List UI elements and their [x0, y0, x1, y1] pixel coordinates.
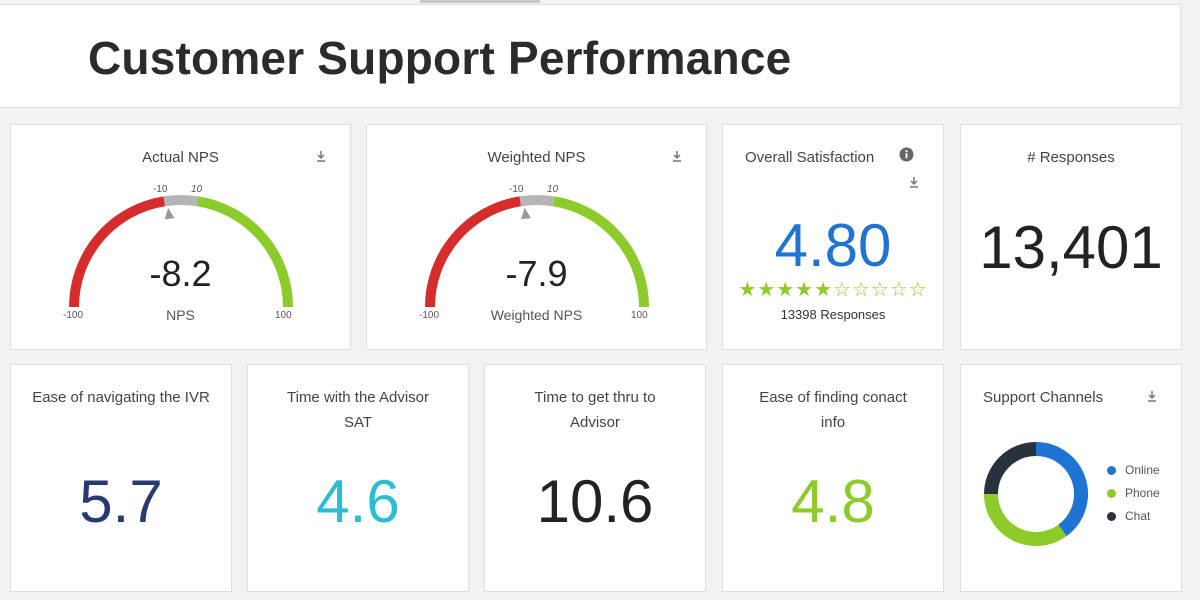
star-empty-icon: ☆: [889, 279, 909, 301]
ivr-title: Ease of navigating the IVR: [32, 389, 210, 406]
gauge-band-high-label: 10: [547, 184, 559, 195]
weighted-nps-caption: Weighted NPS: [490, 307, 583, 323]
page-title: Customer Support Performance: [88, 32, 792, 84]
donut-slice-chat[interactable]: [984, 442, 1037, 495]
download-icon[interactable]: [907, 175, 921, 189]
star-filled-icon: ★: [814, 279, 833, 301]
actual-nps-title: Actual NPS: [142, 149, 219, 166]
gauge-low-arc: [69, 196, 166, 308]
support-channels-donut: [984, 442, 1088, 546]
gauge-high-arc: [196, 196, 293, 308]
gauge-band-arc: [519, 195, 555, 207]
weighted-nps-gauge: [425, 195, 649, 308]
support-channels-card: Support Channels Online Phone Chat: [960, 364, 1182, 592]
time-to-advisor-card: Time to get thru to Advisor 10.6: [484, 364, 706, 592]
support-channels-title: Support Channels: [983, 389, 1104, 406]
ivr-value: 5.7: [79, 468, 163, 535]
donut-slice-phone[interactable]: [984, 493, 1067, 546]
info-icon[interactable]: [899, 147, 914, 162]
star-empty-icon: ☆: [870, 279, 890, 301]
legend-label-online: Online: [1125, 463, 1160, 477]
actual-nps-value: -8.2: [149, 253, 212, 294]
gauge-band-low-label: -10: [153, 184, 168, 195]
legend-label-phone: Phone: [1125, 486, 1160, 500]
responses-value: 13,401: [979, 214, 1163, 281]
gauge-max-label: 100: [631, 310, 648, 321]
gauge-band-high-label: 10: [191, 184, 203, 195]
star-filled-icon: ★: [795, 279, 815, 301]
donut-slice-online[interactable]: [1035, 442, 1088, 537]
gauge-pointer: [521, 207, 531, 220]
star-filled-icon: ★: [776, 279, 796, 301]
page-header: Customer Support Performance: [0, 4, 1181, 108]
overall-satisfaction-value: 4.80: [774, 212, 892, 279]
gauge-high-arc: [552, 196, 649, 308]
legend-label-chat: Chat: [1125, 509, 1151, 523]
gauge-low-arc: [425, 196, 522, 308]
advisor-time-title: Time with the Advisor SAT: [287, 389, 429, 431]
gauge-band-arc: [163, 195, 199, 207]
gauge-min-label: -100: [419, 310, 440, 321]
gauge-min-label: -100: [63, 310, 84, 321]
contact-info-value: 4.8: [791, 468, 875, 535]
advisor-time-card: Time with the Advisor SAT 4.6: [247, 364, 469, 592]
download-icon[interactable]: [670, 149, 684, 163]
star-filled-icon: ★: [738, 279, 758, 301]
time-to-advisor-title: Time to get thru to Advisor: [534, 389, 656, 431]
advisor-time-value: 4.6: [316, 468, 400, 535]
ivr-card: Ease of navigating the IVR 5.7: [10, 364, 232, 592]
star-rating: ★★★★★☆☆☆☆☆: [723, 277, 943, 302]
gauge-max-label: 100: [275, 310, 292, 321]
contact-info-card: Ease of finding conact info 4.8: [722, 364, 944, 592]
star-empty-icon: ☆: [833, 279, 852, 301]
top-tab-indicator: [420, 0, 540, 3]
legend-swatch-chat: [1107, 512, 1116, 521]
overall-satisfaction-title: Overall Satisfaction: [745, 149, 875, 166]
responses-count-label: 13398 Responses: [780, 307, 886, 322]
actual-nps-caption: NPS: [166, 307, 195, 323]
star-empty-icon: ☆: [851, 279, 871, 301]
download-icon[interactable]: [1145, 389, 1159, 403]
star-empty-icon: ☆: [908, 279, 928, 301]
actual-nps-gauge: [69, 195, 293, 308]
weighted-nps-title: Weighted NPS: [487, 149, 586, 166]
legend-swatch-phone: [1107, 489, 1116, 498]
actual-nps-card: Actual NPS -8.2 NPS -100 100 -10 10: [10, 124, 351, 350]
overall-satisfaction-card: Overall Satisfaction 4.80 ★★★★★☆☆☆☆☆ 133…: [722, 124, 944, 350]
weighted-nps-value: -7.9: [505, 253, 568, 294]
legend-swatch-online: [1107, 466, 1116, 475]
responses-title: # Responses: [1027, 149, 1115, 166]
gauge-pointer: [164, 207, 175, 220]
contact-info-title: Ease of finding conact info: [759, 389, 907, 431]
weighted-nps-card: Weighted NPS -7.9 Weighted NPS -100 100 …: [366, 124, 707, 350]
responses-card: # Responses 13,401: [960, 124, 1182, 350]
time-to-advisor-value: 10.6: [536, 468, 654, 535]
download-icon[interactable]: [314, 149, 328, 163]
gauge-band-low-label: -10: [509, 184, 524, 195]
star-filled-icon: ★: [757, 279, 777, 301]
